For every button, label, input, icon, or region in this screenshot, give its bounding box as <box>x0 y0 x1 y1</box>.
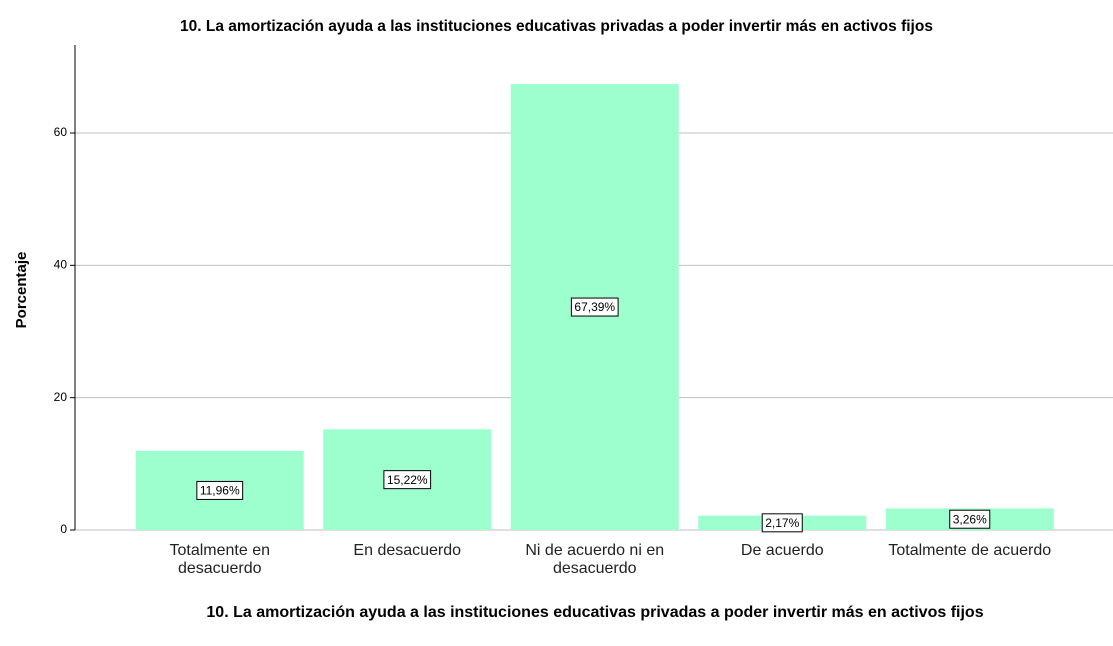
value-label: 3,26% <box>953 512 987 526</box>
value-label-box <box>196 480 244 500</box>
value-label-box <box>383 470 432 490</box>
y-tick-label: 40 <box>54 258 68 272</box>
y-tick-label: 20 <box>54 390 68 404</box>
y-axis-title: Porcentaje <box>13 252 30 329</box>
x-tick-label: Totalmente en desacuerdo <box>169 542 270 577</box>
value-label-box <box>570 297 619 317</box>
y-tick-label: 60 <box>54 125 68 139</box>
value-label: 2,17% <box>765 516 799 530</box>
value-label-box <box>761 513 803 533</box>
y-tick-label: 0 <box>60 522 67 536</box>
x-tick-label: En desacuerdo <box>353 542 462 559</box>
value-label: 11,96% <box>200 484 240 498</box>
chart-title: 10. La amortización ayuda a las instituc… <box>180 18 933 35</box>
x-tick-label: De acuerdo <box>740 542 824 559</box>
value-label: 67,39% <box>574 300 615 314</box>
value-label-box <box>949 509 991 529</box>
x-tick-label: Totalmente de acuerdo <box>888 542 1052 559</box>
value-label: 15,22% <box>387 473 428 487</box>
x-tick-label: Ni de acuerdo ni en desacuerdo <box>525 542 665 577</box>
x-axis-title: 10. La amortización ayuda a las instituc… <box>206 604 984 621</box>
